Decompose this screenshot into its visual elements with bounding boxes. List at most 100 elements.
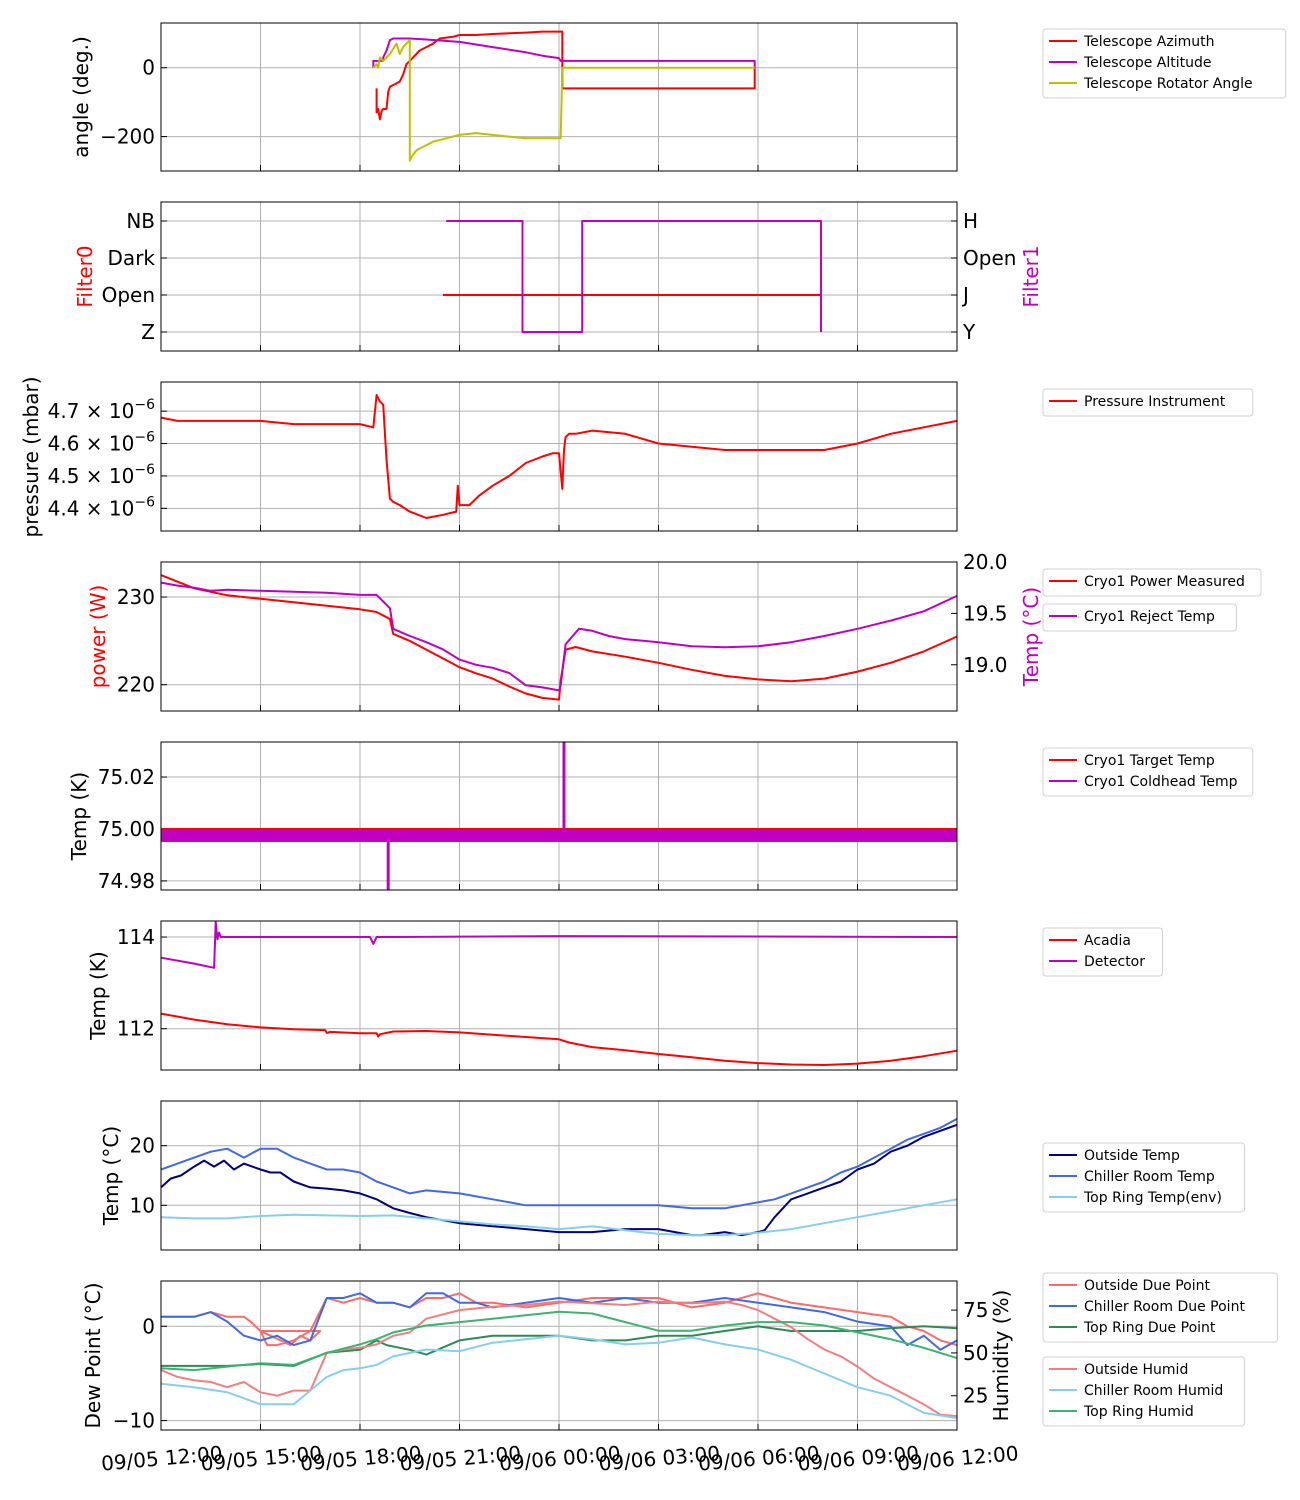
ytick-label: 0 [142, 1314, 155, 1338]
ylabel: Temp (K) [86, 951, 110, 1040]
shared-pressure-ylabel: pressure (mbar) [19, 376, 43, 537]
ytick-label: 75.00 [98, 817, 155, 841]
ytick-right-label: J [961, 283, 969, 307]
legend-label: Cryo1 Target Temp [1084, 753, 1215, 769]
ytick-right-label: H [963, 209, 978, 233]
legend-frame [1042, 1142, 1246, 1213]
series-line [160, 574, 958, 701]
legend-label: Cryo1 Coldhead Temp [1084, 774, 1238, 790]
legend-label: Detector [1084, 954, 1145, 970]
ytick-right-label: 19.5 [963, 601, 1008, 625]
legend: Pressure Instrument [1042, 388, 1254, 417]
legend-label: Pressure Instrument [1084, 394, 1226, 410]
series-line [160, 1334, 958, 1419]
plot-frame [160, 201, 958, 352]
ylabel-right: Temp (°C) [1019, 587, 1043, 687]
legend-label: Chiller Room Temp [1084, 1169, 1215, 1185]
ylabel: Temp (K) [67, 772, 91, 861]
ytick-label: 4.5 × 10−6 [48, 462, 155, 488]
plot-frame [160, 920, 958, 1071]
legend-label: Telescope Azimuth [1083, 34, 1214, 50]
legend-label: Top Ring Temp(env) [1083, 1190, 1222, 1206]
legend-frame [1042, 28, 1287, 99]
ytick-right-label: Y [962, 320, 976, 344]
ytick-label: 10 [130, 1193, 155, 1217]
panel-cryo1-power: 220 230 19.0 19.5 20.0 power (W) Temp (°C) [86, 550, 1043, 712]
legend-label: Outside Due Point [1084, 1278, 1211, 1294]
ytick-label: 74.98 [98, 869, 155, 893]
panel-dewpoint-humidity: −10 0 25 50 75 Dew Point (°C) Humidity (%) [81, 1280, 1013, 1433]
ytick-label: Open [102, 283, 155, 307]
ytick-label: Z [141, 320, 155, 344]
legend-frame [1042, 1272, 1278, 1343]
ytick-label: −200 [100, 125, 155, 149]
series-line [160, 1012, 958, 1066]
ytick-label: 0 [142, 56, 155, 80]
series-line [160, 920, 958, 969]
legend-label: Telescope Rotator Angle [1083, 76, 1253, 92]
ytick-label: 20 [130, 1134, 155, 1158]
legend-label: Cryo1 Reject Temp [1084, 609, 1215, 625]
panel-telescope: 0 −200 angle (deg.) [69, 22, 958, 172]
legend: Cryo1 Target Temp Cryo1 Coldhead Temp [1042, 747, 1254, 797]
legend-label: Chiller Room Due Point [1084, 1299, 1245, 1315]
legend-label: Chiller Room Humid [1084, 1383, 1223, 1399]
series-line [160, 1123, 958, 1237]
series-band [161, 828, 957, 842]
ylabel-right: Filter1 [1019, 245, 1043, 307]
legend-label: Top Ring Due Point [1083, 1320, 1216, 1336]
ylabel: Filter0 [73, 245, 97, 307]
panel-filters: NB Dark Open Z H Open JY Filter0 Filter1 [73, 201, 1043, 352]
ytick-right-label: 19.0 [963, 653, 1008, 677]
series-line [161, 1292, 958, 1351]
ytick-label: 112 [117, 1017, 155, 1041]
legend-frame [1042, 1356, 1246, 1427]
legend-frame [1042, 388, 1254, 417]
series-line [160, 1300, 958, 1418]
ytick-label: 114 [117, 925, 155, 949]
legend: Outside Due Point Chiller Room Due Point T… [1042, 1272, 1278, 1343]
series-line [160, 394, 958, 519]
panel-acadia-detector: 112 114 Temp (K) [86, 920, 958, 1071]
legend: Cryo1 Reject Temp [1042, 603, 1237, 632]
legend-label: Top Ring Humid [1083, 1404, 1194, 1420]
legend-frame [1042, 747, 1254, 797]
series-line [372, 37, 756, 68]
plot-frame [160, 741, 958, 891]
ytick-label: 4.7 × 10−6 [48, 397, 155, 423]
ytick-label: 75.02 [98, 765, 155, 789]
plot-frame [160, 381, 958, 532]
legend: Outside Humid Chiller Room Humid Top Ring … [1042, 1356, 1246, 1427]
ylabel: Dew Point (°C) [81, 1282, 105, 1428]
series-line [160, 1118, 958, 1210]
ytick-right-label: 25 [963, 1384, 988, 1408]
legend: Acadia Detector [1042, 927, 1164, 977]
ytick-label: 230 [117, 585, 155, 609]
series-line [446, 220, 822, 333]
legend: Outside Temp Chiller Room Temp Top Ring Te… [1042, 1142, 1246, 1213]
panel-cryo1-temp: 74.98 75.00 75.02 Temp (K) [67, 741, 958, 893]
ytick-label: −10 [113, 1409, 155, 1433]
ytick-label: NB [126, 209, 155, 233]
legend: Telescope Azimuth Telescope Altitude Teles… [1042, 28, 1287, 99]
legend: Cryo1 Power Measured [1042, 568, 1262, 597]
series-line [375, 30, 756, 121]
ytick-label: 4.6 × 10−6 [48, 430, 155, 456]
legend-label: Cryo1 Power Measured [1084, 574, 1245, 590]
plot-frame [160, 1100, 958, 1251]
ylabel: power (W) [86, 585, 110, 689]
ylabel-right: Humidity (%) [989, 1290, 1013, 1422]
ylabel: angle (deg.) [69, 36, 93, 158]
ytick-label: Dark [108, 246, 156, 270]
series-line [160, 1310, 958, 1372]
plot-frame [160, 561, 958, 712]
ytick-right-label: 20.0 [963, 550, 1008, 574]
plot-frame [160, 1280, 958, 1431]
ytick-right-label: 50 [963, 1341, 988, 1365]
legend-frame [1042, 603, 1237, 632]
ytick-right-label: Open [963, 246, 1016, 270]
series-line [372, 39, 755, 162]
panel-env-temp: 10 20 Temp (°C) [99, 1100, 958, 1251]
series-line [160, 581, 958, 692]
